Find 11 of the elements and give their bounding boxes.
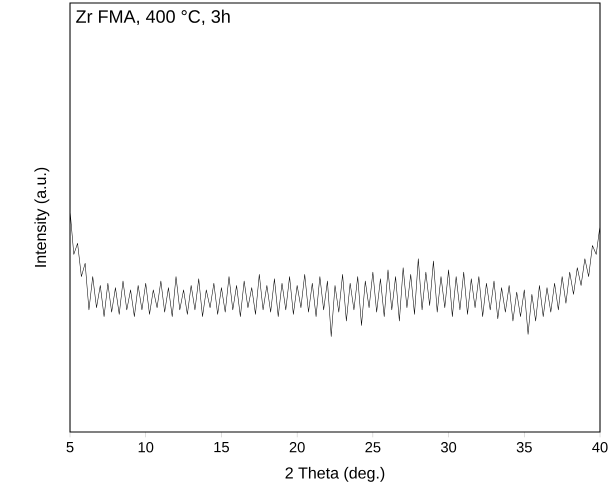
x-axis-title: 2 Theta (deg.) [286, 466, 384, 482]
x-tick-label: 5 [66, 442, 74, 452]
x-tick-label: 35 [516, 442, 532, 452]
x-tick-label: 10 [138, 442, 154, 452]
x-tick-label: 20 [290, 442, 305, 452]
x-tick-label: 25 [365, 442, 380, 452]
chart-title: Zr FMA, 400 °C, 3h [76, 10, 230, 26]
x-tick-label: 40 [592, 442, 608, 452]
x-tick-label: 15 [214, 442, 229, 452]
y-axis-title: Intensity (a.u.) [34, 168, 50, 267]
x-tick-label: 30 [440, 442, 456, 452]
